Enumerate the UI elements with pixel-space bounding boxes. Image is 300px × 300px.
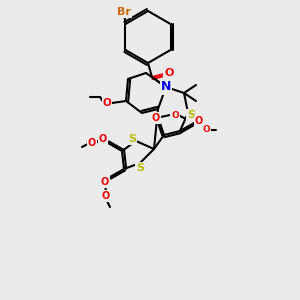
Text: O: O bbox=[171, 110, 179, 119]
Text: O: O bbox=[195, 116, 203, 126]
Text: Br: Br bbox=[116, 7, 130, 17]
Text: O: O bbox=[99, 134, 107, 144]
Text: S: S bbox=[136, 163, 144, 173]
Text: O: O bbox=[101, 177, 109, 187]
Text: S: S bbox=[187, 110, 195, 120]
Text: O: O bbox=[152, 113, 160, 123]
Text: O: O bbox=[88, 138, 96, 148]
Text: O: O bbox=[164, 68, 174, 78]
Text: O: O bbox=[102, 191, 110, 201]
Text: S: S bbox=[128, 134, 136, 144]
Text: O: O bbox=[202, 124, 210, 134]
Text: O: O bbox=[103, 98, 111, 108]
Text: N: N bbox=[161, 80, 171, 94]
